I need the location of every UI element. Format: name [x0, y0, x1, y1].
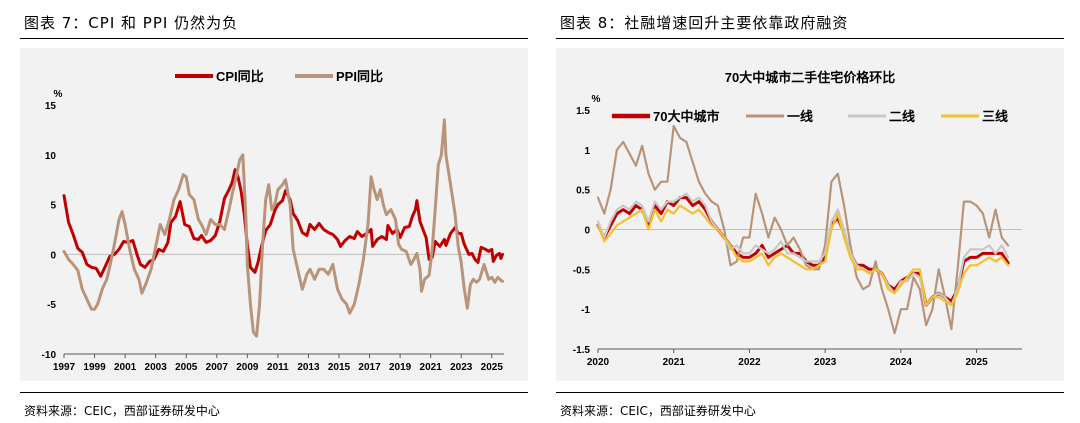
x-tick-label: 1997: [53, 362, 76, 373]
legend-label-PPI-: PPI同比: [336, 69, 383, 84]
y-tick-label: 1.5: [576, 106, 590, 117]
x-tick-label: 2021: [420, 362, 443, 373]
x-tick-label: 2023: [450, 362, 473, 373]
series-line--: [596, 192, 1010, 307]
legend-label-CPI-: CPI同比: [216, 69, 264, 84]
y-tick-label: 5: [50, 201, 56, 212]
figure-7-source: 资料来源：CEIC，西部证券研发中心: [24, 404, 220, 418]
y-tick-label: -0.5: [573, 265, 591, 276]
figure-8-chart: 70大中城市二手住宅价格环比% -1.5 -1 -0.5 0 0.5 1 1.5 2020 202…: [556, 48, 1064, 381]
x-tick-label: 2021: [663, 357, 686, 368]
x-tick-label: 2005: [175, 362, 198, 373]
x-tick-label: 2024: [890, 357, 913, 368]
x-tick-label: 2009: [236, 362, 259, 373]
y-tick-label: 1: [584, 146, 590, 157]
figure-8: 图表 8：社融增速回升主要依靠政府融资 70大中城市二手住宅价格环比% -1.5 -…: [556, 0, 1064, 423]
figure-7: 图表 7：CPI 和 PPI 仍然为负 % -10 -5 0 5 10 15 1997 1999…: [20, 0, 528, 423]
x-tick-label: 2003: [145, 362, 168, 373]
figure-7-chart: % -10 -5 0 5 10 15 1997 1999 2001 2003 2005 2007 2009…: [20, 48, 528, 381]
legend-label--: 二线: [889, 109, 915, 124]
x-tick-label: 2020: [587, 357, 610, 368]
y-tick-label: -1.5: [573, 345, 591, 356]
figure-8-bottom-rule: [556, 392, 1064, 393]
series-line--: [596, 204, 1010, 307]
x-tick-label: 2019: [389, 362, 412, 373]
figure-8-top-rule: [556, 38, 1064, 39]
x-tick-label: 2022: [738, 357, 761, 368]
x-tick-label: 2001: [114, 362, 137, 373]
x-tick-label: 2023: [814, 357, 837, 368]
figure-8-source: 资料来源：CEIC，西部证券研发中心: [560, 404, 756, 418]
y-tick-label: 10: [45, 151, 57, 162]
series-line--: [596, 124, 1010, 335]
x-tick-label: 2025: [965, 357, 988, 368]
y-tick-label: -5: [47, 300, 56, 311]
y-tick-label: 0.5: [576, 186, 590, 197]
x-tick-label: 1999: [83, 362, 106, 373]
figure-7-bottom-rule: [20, 392, 528, 393]
x-tick-label: 2007: [206, 362, 229, 373]
legend-label-70-: 70大中城市: [653, 109, 719, 124]
x-tick-label: 2011: [267, 362, 289, 373]
y-tick-label: 0: [50, 250, 56, 261]
housing-price-chart-svg: 70大中城市二手住宅价格环比% -1.5 -1 -0.5 0 0.5 1 1.5 2020 202…: [573, 70, 1022, 368]
series-line-70-: [596, 196, 1010, 307]
figure-7-top-rule: [20, 38, 528, 39]
legend-label--: 三线: [982, 109, 1008, 124]
x-tick-label: 2015: [328, 362, 351, 373]
x-tick-label: 2025: [481, 362, 504, 373]
series-line-PPI-: [62, 118, 504, 338]
y-unit-label: %: [592, 94, 601, 105]
figure-8-title: 图表 8：社融增速回升主要依靠政府融资: [560, 14, 849, 32]
y-tick-label: -10: [42, 350, 57, 361]
series-line-CPI-: [62, 168, 504, 278]
y-tick-label: 0: [584, 226, 590, 237]
chart-title: 70大中城市二手住宅价格环比: [725, 70, 895, 85]
figure-7-title: 图表 7：CPI 和 PPI 仍然为负: [24, 14, 239, 32]
y-unit-label: %: [54, 89, 63, 100]
y-tick-label: -1: [581, 305, 590, 316]
x-tick-label: 2013: [297, 362, 320, 373]
cpi-ppi-chart-svg: % -10 -5 0 5 10 15 1997 1999 2001 2003 2005 2007 2009…: [42, 69, 504, 373]
x-tick-label: 2017: [358, 362, 381, 373]
y-tick-label: 15: [45, 101, 57, 112]
legend-label--: 一线: [787, 109, 813, 124]
